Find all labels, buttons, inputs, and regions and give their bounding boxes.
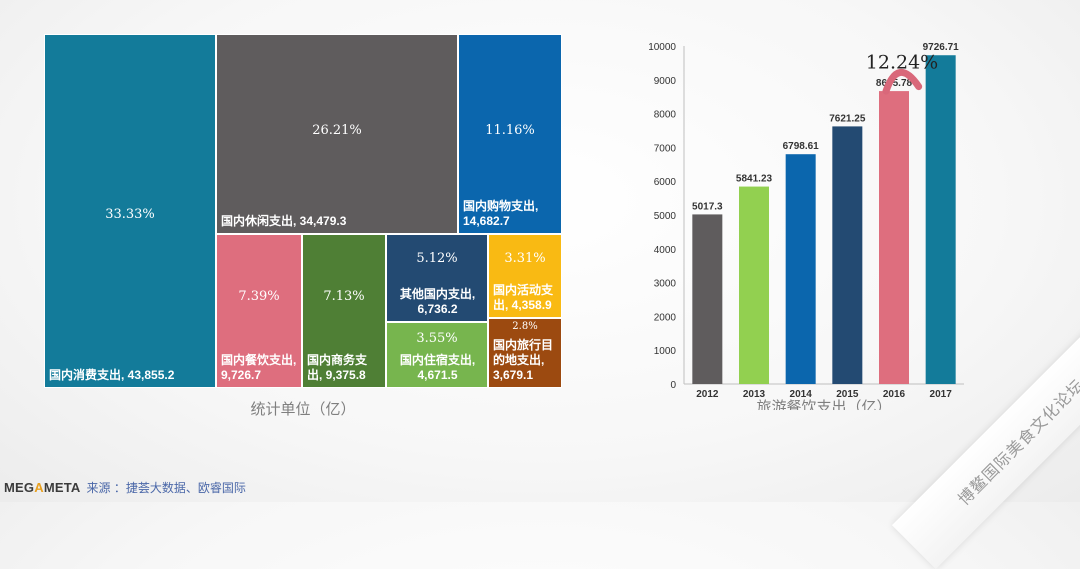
tile-label-name: 其他国内支出, [399, 287, 476, 301]
tile-percentage: 7.13% [323, 289, 365, 304]
x-axis-title: 旅游餐饮支出（亿） [756, 399, 891, 410]
growth-arrow [882, 69, 923, 95]
tile-percentage: 7.39% [238, 289, 280, 304]
treemap-tile: 7.13% 国内商务支 出, 9,375.8 [302, 234, 386, 388]
bar-value-label: 9726.71 [923, 42, 960, 53]
tile-label: 国内住宿支出, 4,671.5 [391, 353, 484, 383]
tile-label-name: 国内住宿支出, [399, 353, 476, 367]
x-tick-label: 2015 [836, 389, 859, 400]
treemap-tile: 5.12% 其他国内支出, 6,736.2 [386, 234, 488, 322]
tile-label-name: 国内活动支 [493, 283, 554, 297]
tile-label-name: 国内消费支出, [49, 368, 125, 382]
tile-percentage: 11.16% [485, 123, 535, 138]
tile-label-name: 国内休闲支出, [221, 214, 297, 228]
treemap-tile: 33.33% 国内消费支出, 43,855.2 [44, 34, 216, 388]
treemap-tile: 3.31% 国内活动支 出, 4,358.9 [488, 234, 562, 318]
tile-label: 国内消费支出, 43,855.2 [49, 368, 212, 383]
tile-label: 国内餐饮支出, 9,726.7 [221, 353, 298, 383]
y-tick-label: 1000 [654, 346, 677, 357]
y-tick-label: 4000 [654, 245, 677, 256]
y-tick-label: 3000 [654, 279, 677, 290]
tile-label-value: 出, 4,358.9 [493, 298, 552, 312]
y-tick-label: 8000 [654, 110, 677, 121]
bar-value-label: 8665.78 [876, 78, 913, 89]
treemap-tile: 3.55% 国内住宿支出, 4,671.5 [386, 322, 488, 388]
bar-value-label: 6798.61 [783, 141, 820, 152]
tile-percentage: 2.8% [512, 321, 538, 332]
tile-label-name: 国内商务支 [307, 353, 368, 367]
tile-label-value: 43,855.2 [124, 368, 175, 382]
treemap: 33.33% 国内消费支出, 43,855.2 26.21% 国内休闲支出, 34,4… [44, 34, 562, 388]
bar [739, 186, 769, 384]
x-tick-label: 2014 [790, 389, 813, 400]
tile-label-name: 国内旅行目的地支出, [493, 338, 554, 367]
x-tick-label: 2013 [743, 389, 766, 400]
tile-label: 国内休闲支出, 34,479.3 [221, 214, 454, 229]
tile-label: 国内活动支 出, 4,358.9 [493, 283, 558, 313]
source-text: 来源 ：捷荟大数据、欧睿国际 [86, 481, 246, 495]
tile-label-value: 6,736.2 [417, 302, 458, 316]
bar [879, 91, 909, 385]
tile-label-value: 34,479.3 [296, 214, 347, 228]
tile-label-name: 国内购物支出, [463, 199, 539, 213]
bar-value-label: 5017.3 [692, 201, 723, 212]
tile-label: 国内购物支出, 14,682.7 [463, 199, 558, 229]
bar [692, 214, 723, 384]
bar-value-label: 5841.23 [736, 174, 773, 185]
bar-value-label: 7621.25 [829, 113, 866, 124]
bar-chart: 0 1000 2000 3000 4000 5000 6000 7000 8000 9000 100… [648, 42, 964, 410]
x-tick-label: 2016 [883, 389, 906, 400]
x-tick-label: 2012 [696, 389, 719, 400]
growth-annotation: 12.24% [866, 51, 938, 73]
tile-percentage: 5.12% [416, 251, 458, 266]
bar [925, 55, 956, 384]
y-tick-label: 9000 [654, 76, 677, 87]
y-tick-label: 10000 [648, 42, 676, 53]
bar [785, 154, 816, 384]
tile-percentage: 33.33% [105, 207, 155, 222]
tile-percentage: 3.31% [504, 251, 546, 266]
treemap-tile: 26.21% 国内休闲支出, 34,479.3 [216, 34, 458, 234]
tile-label-value: 4,671.5 [417, 368, 458, 382]
tile-label-value: 14,682.7 [463, 214, 510, 228]
tile-label: 其他国内支出, 6,736.2 [391, 287, 484, 317]
tile-percentage: 26.21% [312, 123, 362, 138]
treemap-tile: 2.8% 国内旅行目的地支出, 3,679.1 [488, 318, 562, 388]
tile-label-value: 3,679.1 [493, 368, 534, 382]
tile-percentage: 3.55% [416, 331, 458, 346]
y-tick-label: 0 [670, 380, 676, 391]
footer: MEGAMETA 来源 ：捷荟大数据、欧睿国际 [4, 479, 246, 496]
treemap-caption: 统计单位（亿） [250, 401, 356, 418]
y-tick-label: 6000 [654, 177, 677, 188]
tile-label-name: 国内餐饮支出, [221, 353, 297, 367]
tile-label-value: 出, 9,375.8 [307, 368, 366, 382]
tile-label: 国内商务支 出, 9,375.8 [307, 353, 382, 383]
tile-label: 国内旅行目的地支出, 3,679.1 [493, 338, 558, 383]
y-tick-label: 7000 [654, 143, 677, 154]
y-tick-label: 5000 [654, 211, 677, 222]
y-tick-label: 2000 [654, 312, 677, 323]
bar [832, 126, 863, 385]
megameta-logo: MEGAMETA [4, 480, 81, 495]
treemap-tile: 7.39% 国内餐饮支出, 9,726.7 [216, 234, 302, 388]
x-tick-label: 2017 [930, 389, 953, 400]
tile-label-value: 9,726.7 [221, 368, 262, 382]
treemap-tile: 11.16% 国内购物支出, 14,682.7 [458, 34, 562, 234]
